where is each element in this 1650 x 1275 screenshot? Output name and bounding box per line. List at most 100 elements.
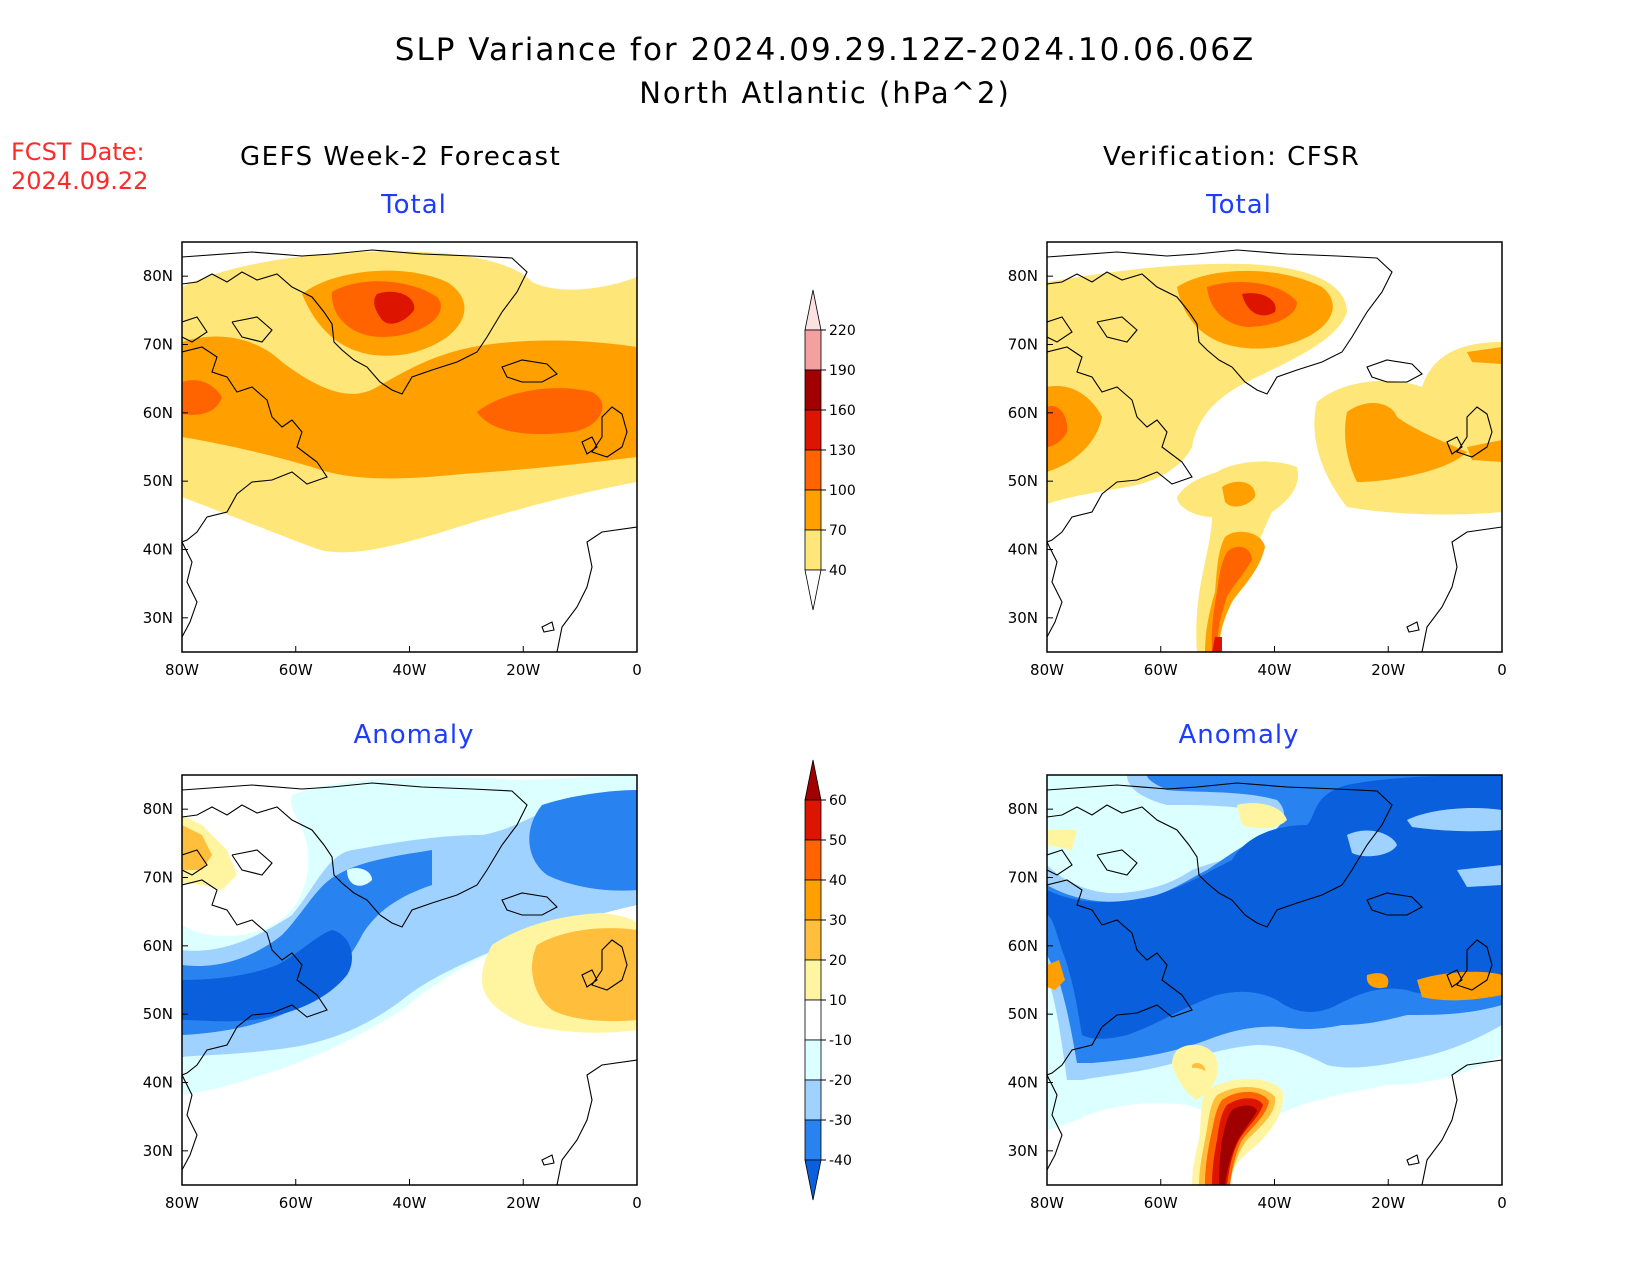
gefs-anomaly-lat-label: 60N (143, 937, 173, 955)
cfsr-total-lon-label: 80W (1030, 661, 1064, 679)
anomaly-colorbar-label: 20 (829, 953, 847, 969)
gefs-anomaly-lat-label: 70N (143, 869, 173, 887)
anomaly-colorbar-label: -20 (829, 1073, 852, 1089)
gefs-total-lon-label: 80W (165, 661, 199, 679)
gefs-total-lat-label: 30N (143, 609, 173, 627)
cfsr-anomaly-lon-label: 40W (1258, 1194, 1292, 1212)
cfsr-total-lat-label: 80N (1008, 267, 1038, 285)
gefs-total-lat-label: 40N (143, 541, 173, 559)
cfsr-anomaly-lat-label: 50N (1008, 1005, 1038, 1023)
gefs-anomaly-lat-label: 30N (143, 1142, 173, 1160)
cfsr-total-contours (1047, 242, 1502, 652)
gefs-total-panel (181, 241, 638, 653)
cfsr-anomaly-contours (1047, 775, 1502, 1185)
cfsr-anomaly-lon-label: 0 (1497, 1194, 1507, 1212)
cfsr-anomaly-lon-label: 80W (1030, 1194, 1064, 1212)
gefs-anomaly-lon-label: 20W (506, 1194, 540, 1212)
forecast-date: FCST Date: 2024.09.22 (11, 138, 148, 196)
anomaly-colorbar-label: 60 (829, 793, 847, 809)
total-colorbar-swatch (804, 329, 822, 371)
colorbar-total: 220 190 160 130 100 70 40 (804, 289, 856, 611)
total-colorbar-label: 130 (829, 443, 856, 459)
gefs-total-lat-label: 60N (143, 404, 173, 422)
forecast-date-value: 2024.09.22 (11, 167, 149, 195)
gefs-anomaly-lon-label: 40W (393, 1194, 427, 1212)
anomaly-colorbar-label: 40 (829, 873, 847, 889)
gefs-anomaly-title: Anomaly (353, 720, 475, 750)
gefs-anomaly-lat-label: 50N (143, 1005, 173, 1023)
anomaly-colorbar-swatch (804, 839, 822, 881)
cfsr-total-lat-label: 60N (1008, 404, 1038, 422)
anomaly-colorbar-swatch (804, 999, 822, 1041)
total-colorbar-label: 70 (829, 523, 847, 539)
gefs-anomaly-lon-label: 80W (165, 1194, 199, 1212)
anomaly-colorbar-swatch (804, 799, 822, 841)
cfsr-total-lon-label: 60W (1144, 661, 1178, 679)
main-title: SLP Variance for 2024.09.29.12Z-2024.10.… (394, 32, 1256, 68)
gefs-anomaly-coastlines (182, 782, 637, 1185)
anomaly-colorbar-swatch (804, 1079, 822, 1121)
cfsr-anomaly-lon-label: 60W (1144, 1194, 1178, 1212)
gefs-total-lon-label: 0 (632, 661, 642, 679)
cfsr-anomaly-lat-label: 60N (1008, 937, 1038, 955)
anomaly-colorbar-label: 10 (829, 993, 847, 1009)
gefs-total-lat-label: 50N (143, 472, 173, 490)
total-colorbar-label: 220 (829, 323, 856, 339)
gefs-anomaly-lat-label: 80N (143, 800, 173, 818)
total-colorbar-label: 40 (829, 563, 847, 579)
anomaly-colorbar-label: -30 (829, 1113, 852, 1129)
cfsr-anomaly-lon-label: 20W (1371, 1194, 1405, 1212)
cfsr-anomaly-lat-label: 40N (1008, 1074, 1038, 1092)
gefs-total-lat-label: 70N (143, 336, 173, 354)
anomaly-colorbar-label: -40 (829, 1153, 852, 1169)
anomaly-colorbar-label: -10 (829, 1033, 852, 1049)
total-colorbar-swatch (804, 529, 822, 571)
total-colorbar-label: 100 (829, 483, 856, 499)
axes-layer: 80W 60W 40W 20W 0 80N 70N 60N 50N 40N 30N 80W 60W 40W… (143, 267, 1507, 1212)
cfsr-anomaly-lat-label: 70N (1008, 869, 1038, 887)
anomaly-colorbar-swatch (804, 759, 822, 801)
cfsr-total-lon-label: 40W (1258, 661, 1292, 679)
cfsr-total-title: Total (1206, 190, 1272, 220)
anomaly-colorbar-label: 30 (829, 913, 847, 929)
cfsr-column-title: Verification: CFSR (1103, 142, 1361, 172)
forecast-date-label: FCST Date: (11, 138, 145, 166)
total-colorbar-swatch (804, 409, 822, 451)
cfsr-anomaly-lat-label: 80N (1008, 800, 1038, 818)
gefs-anomaly-contours (182, 775, 637, 1185)
gefs-column-title: GEFS Week-2 Forecast (240, 142, 562, 172)
colorbar-anomaly: 60 50 40 30 20 10 -10 -20 -30 -40 (804, 759, 852, 1201)
gefs-total-lon-label: 20W (506, 661, 540, 679)
cfsr-total-lat-label: 70N (1008, 336, 1038, 354)
gefs-total-lon-label: 40W (393, 661, 427, 679)
cfsr-total-panel (1046, 241, 1503, 653)
total-colorbar-swatch (804, 569, 822, 611)
anomaly-colorbar-swatch (804, 1039, 822, 1081)
total-colorbar-swatch (804, 369, 822, 411)
gefs-anomaly-lon-label: 0 (632, 1194, 642, 1212)
gefs-total-title: Total (381, 190, 447, 220)
cfsr-total-lat-label: 30N (1008, 609, 1038, 627)
gefs-anomaly-lat-label: 40N (143, 1074, 173, 1092)
anomaly-colorbar-swatch (804, 919, 822, 961)
cfsr-total-lon-label: 0 (1497, 661, 1507, 679)
anomaly-colorbar-swatch (804, 959, 822, 1001)
cfsr-total-coastlines (1047, 249, 1502, 652)
anomaly-colorbar-label: 50 (829, 833, 847, 849)
anomaly-colorbar-swatch (804, 879, 822, 921)
gefs-total-lon-label: 60W (279, 661, 313, 679)
gefs-total-lat-label: 80N (143, 267, 173, 285)
cfsr-total-lon-label: 20W (1371, 661, 1405, 679)
main-subtitle: North Atlantic (hPa^2) (639, 76, 1011, 110)
anomaly-colorbar-swatch (804, 1119, 822, 1161)
total-colorbar-swatch (804, 289, 822, 331)
cfsr-total-lat-label: 40N (1008, 541, 1038, 559)
anomaly-colorbar-swatch (804, 1159, 822, 1201)
total-colorbar-label: 160 (829, 403, 856, 419)
gefs-total-contours (182, 242, 637, 652)
cfsr-anomaly-coastlines (1047, 782, 1502, 1185)
cfsr-anomaly-title: Anomaly (1178, 720, 1300, 750)
cfsr-anomaly-lat-label: 30N (1008, 1142, 1038, 1160)
total-colorbar-label: 190 (829, 363, 856, 379)
